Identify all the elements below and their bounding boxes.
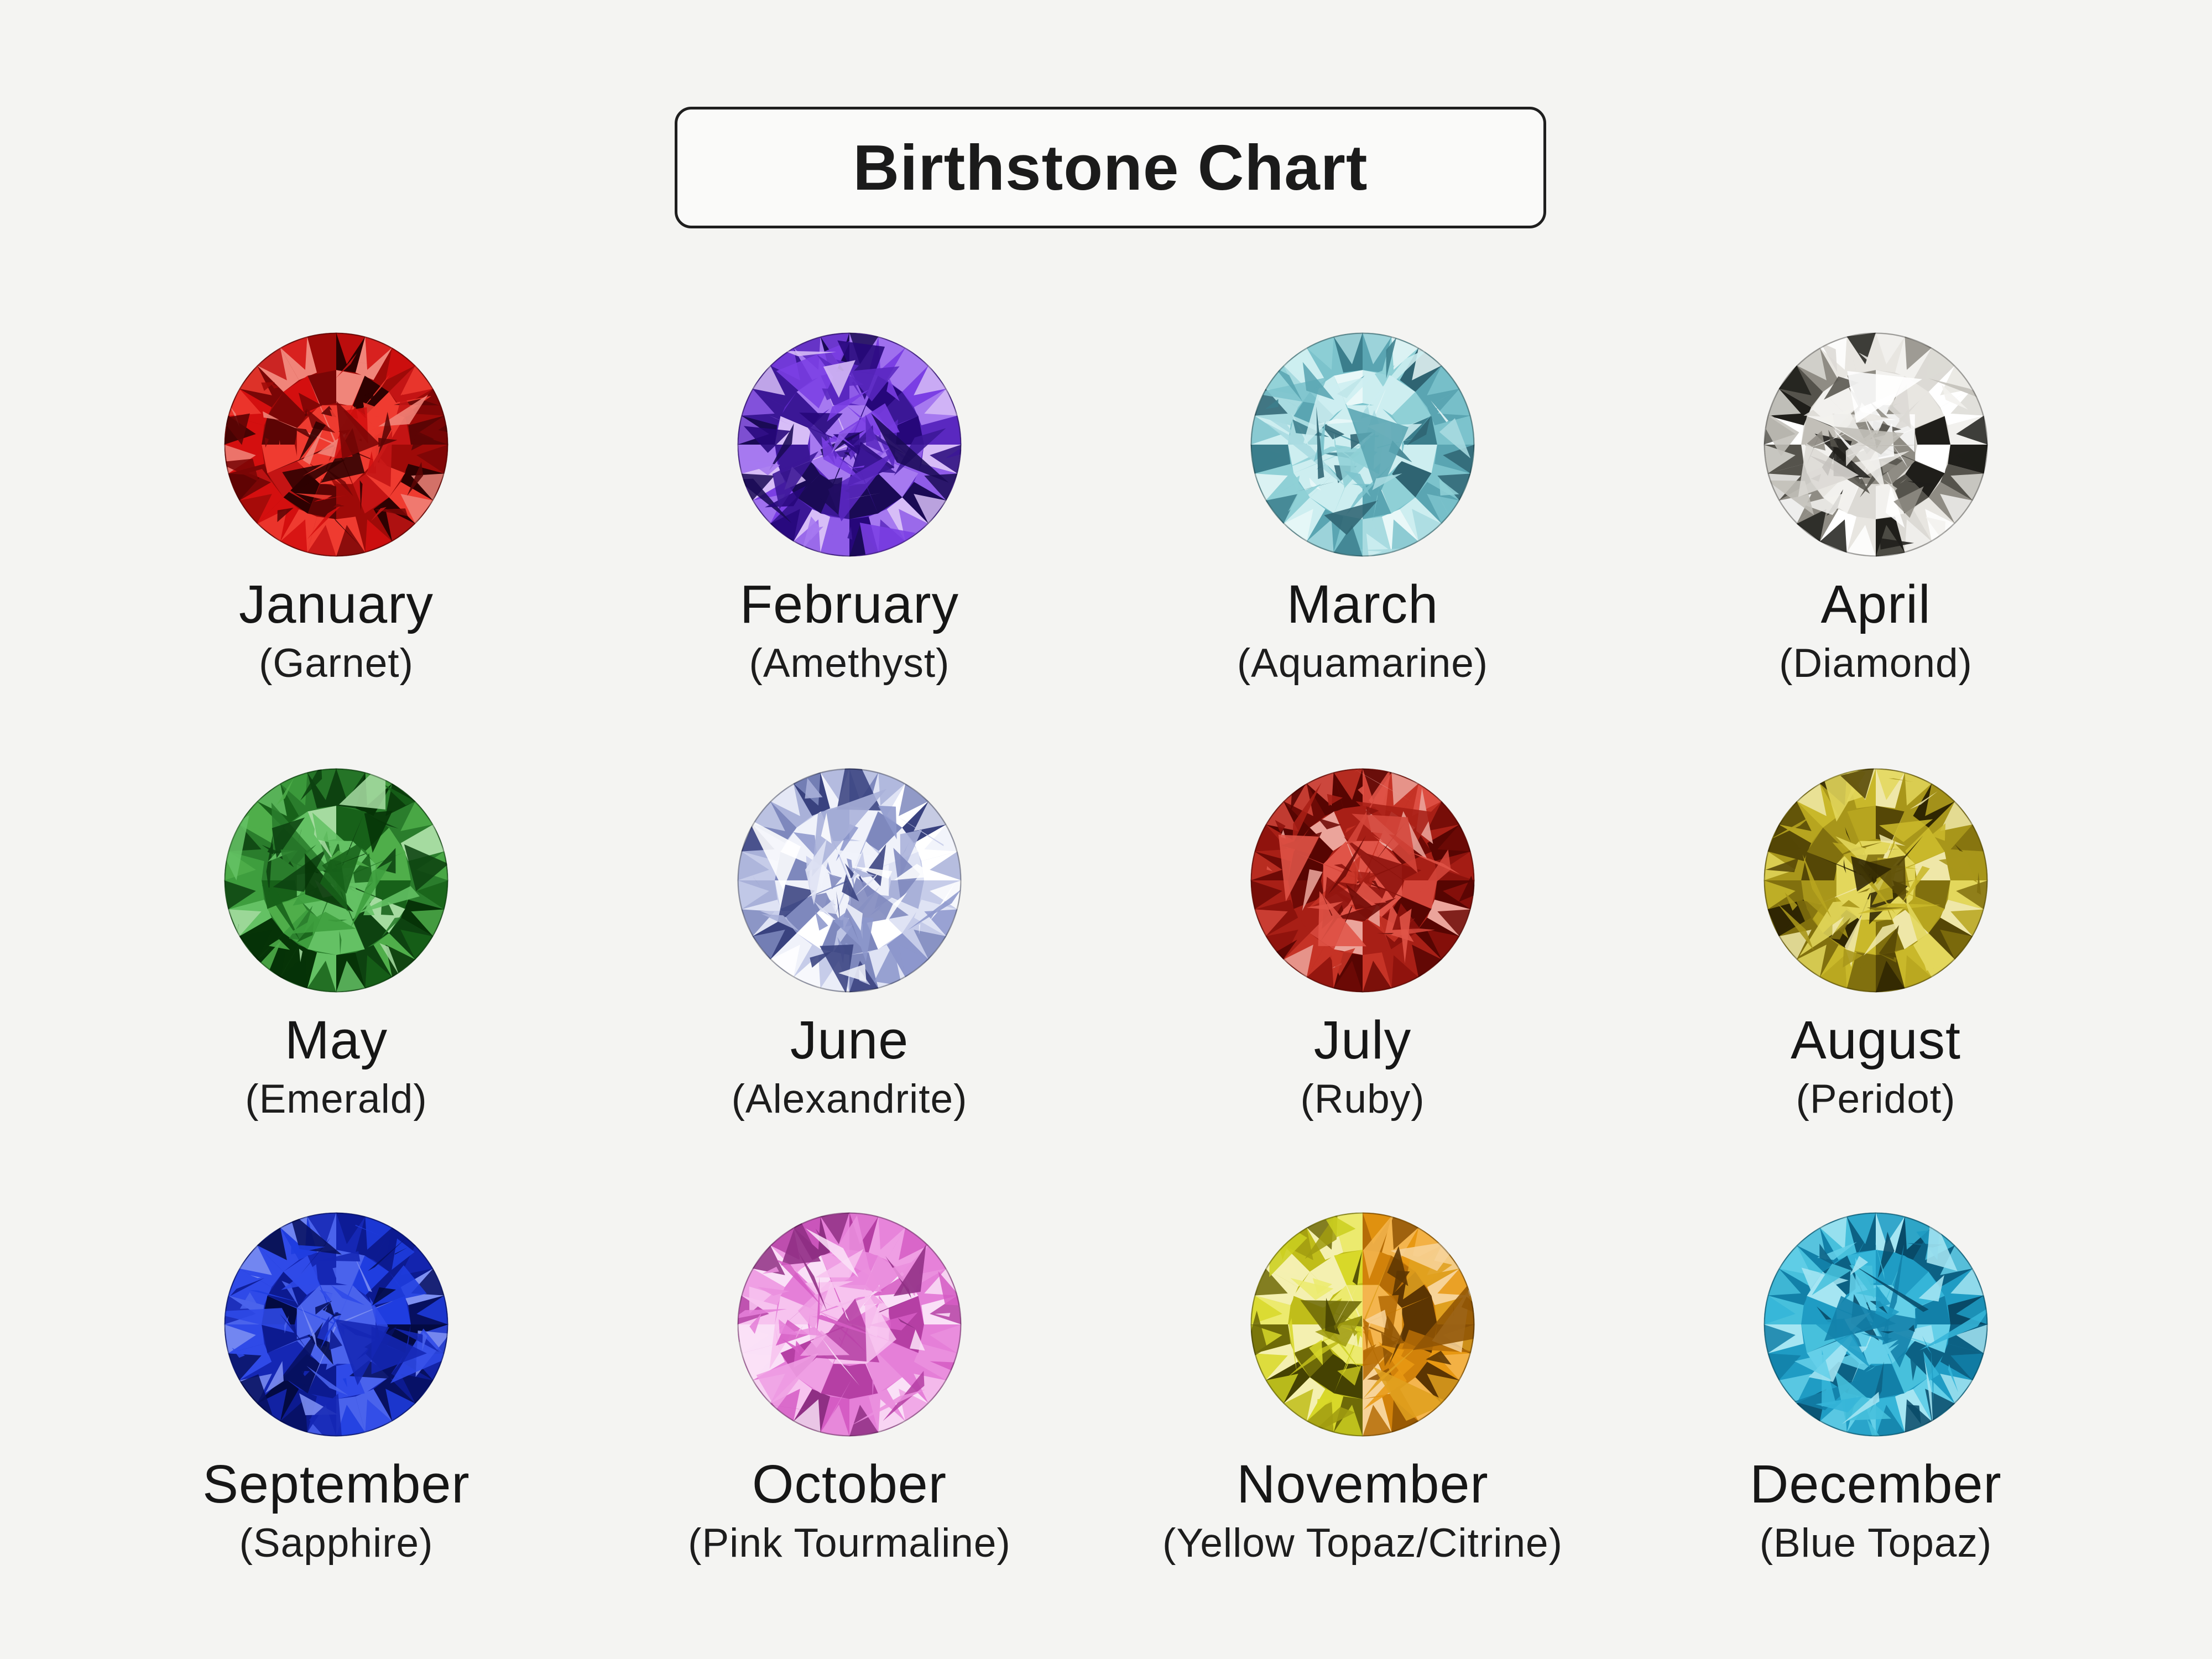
gem-caption: May (Emerald) (245, 998, 427, 1120)
birthstone-cell: April (Diamond) (1619, 327, 2132, 685)
birthstone-cell: September (Sapphire) (80, 1207, 593, 1564)
stone-label: (Diamond) (1779, 640, 1973, 686)
birthstone-cell: June (Alexandrite) (593, 763, 1106, 1120)
gem-caption: March (Aquamarine) (1237, 562, 1488, 685)
month-label: April (1820, 574, 1931, 634)
gem-image (224, 332, 448, 557)
gem-image (737, 1212, 962, 1437)
month-label: February (739, 574, 959, 634)
gem-caption: January (Garnet) (239, 562, 434, 685)
gem-image (224, 768, 448, 993)
gem-image (1250, 1212, 1475, 1437)
chart-title-box: Birthstone Chart (675, 107, 1546, 228)
gem-caption: August (Peridot) (1791, 998, 1961, 1120)
month-label: August (1791, 1010, 1961, 1070)
stone-label: (Garnet) (259, 640, 414, 686)
stone-label: (Peridot) (1796, 1076, 1956, 1121)
month-label: December (1750, 1454, 2002, 1514)
stone-label: (Sapphire) (239, 1520, 434, 1566)
gem-image (224, 1212, 448, 1437)
gem-image (1250, 768, 1475, 993)
gem-caption: October (Pink Tourmaline) (688, 1442, 1011, 1564)
stone-label: (Alexandrite) (731, 1076, 968, 1121)
birthstone-cell: March (Aquamarine) (1106, 327, 1619, 685)
gem-row-2: May (Emerald) June (Alexandrite) July (R… (80, 763, 2132, 1120)
birthstone-cell: October (Pink Tourmaline) (593, 1207, 1106, 1564)
month-label: July (1313, 1010, 1412, 1070)
stone-label: (Aquamarine) (1237, 640, 1489, 686)
gem-caption: December (Blue Topaz) (1750, 1442, 2001, 1564)
gem-caption: April (Diamond) (1779, 562, 1973, 685)
stone-label: (Ruby) (1300, 1076, 1425, 1121)
gem-image (1764, 768, 1988, 993)
gem-row-3: September (Sapphire) October (Pink Tourm… (80, 1207, 2132, 1564)
gem-caption: September (Sapphire) (202, 1442, 470, 1564)
gem-caption: November (Yellow Topaz/Citrine) (1162, 1442, 1563, 1564)
stone-label: (Amethyst) (749, 640, 950, 686)
month-label: May (284, 1010, 388, 1070)
gem-image (737, 332, 962, 557)
stone-label: (Blue Topaz) (1759, 1520, 1992, 1566)
month-label: January (238, 574, 434, 634)
gem-row-1: January (Garnet) February (Amethyst) Mar… (80, 327, 2132, 685)
gem-image (1764, 332, 1988, 557)
month-label: October (752, 1454, 947, 1514)
gem-caption: February (Amethyst) (740, 562, 959, 685)
birthstone-cell: January (Garnet) (80, 327, 593, 685)
birthstone-cell: February (Amethyst) (593, 327, 1106, 685)
birthstone-cell: November (Yellow Topaz/Citrine) (1106, 1207, 1619, 1564)
stone-label: (Yellow Topaz/Citrine) (1162, 1520, 1563, 1566)
birthstone-cell: August (Peridot) (1619, 763, 2132, 1120)
month-label: March (1286, 574, 1439, 634)
gem-caption: June (Alexandrite) (732, 998, 968, 1120)
gem-image (1250, 332, 1475, 557)
gem-caption: July (Ruby) (1300, 998, 1425, 1120)
stone-label: (Emerald) (245, 1076, 427, 1121)
gem-image (737, 768, 962, 993)
birthstone-cell: July (Ruby) (1106, 763, 1619, 1120)
month-label: November (1237, 1454, 1489, 1514)
gem-image (1764, 1212, 1988, 1437)
birthstone-cell: December (Blue Topaz) (1619, 1207, 2132, 1564)
birthstone-cell: May (Emerald) (80, 763, 593, 1120)
month-label: September (202, 1454, 470, 1514)
stone-label: (Pink Tourmaline) (688, 1520, 1011, 1566)
month-label: June (790, 1010, 909, 1070)
chart-title: Birthstone Chart (853, 132, 1368, 204)
